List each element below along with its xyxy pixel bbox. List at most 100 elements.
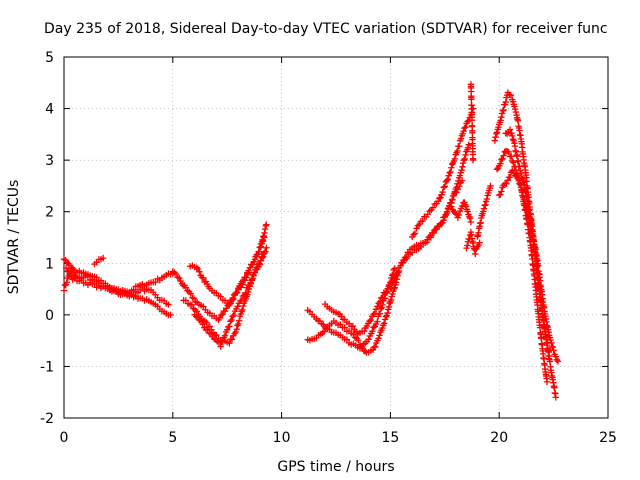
series-mid-d: [191, 249, 268, 350]
data-point: [493, 130, 500, 137]
x-tick-label: 25: [599, 430, 617, 446]
data-point: [248, 276, 256, 283]
series-early-c: [62, 264, 172, 308]
data-point: [493, 166, 501, 173]
data-point: [480, 205, 488, 212]
data-point: [506, 126, 514, 133]
data-point: [91, 280, 98, 288]
data-point: [376, 298, 384, 305]
data-point: [459, 177, 466, 184]
y-tick-label: -2: [40, 411, 54, 427]
data-point: [262, 248, 269, 255]
data-point: [251, 269, 258, 276]
data-point: [371, 343, 379, 350]
data-point: [379, 324, 386, 332]
data-point: [388, 284, 395, 291]
data-point: [256, 244, 264, 251]
data-point: [371, 310, 378, 317]
data-point: [505, 148, 512, 156]
data-point: [130, 292, 137, 299]
y-axis-label: SDTVAR / TECUs: [6, 180, 22, 295]
data-point: [444, 176, 452, 183]
data-point: [547, 336, 554, 344]
data-point: [391, 275, 398, 282]
data-point: [448, 164, 455, 171]
data-point: [450, 192, 457, 200]
data-point: [487, 182, 494, 190]
chart-title: Day 235 of 2018, Sidereal Day-to-day VTE…: [44, 21, 608, 37]
data-point: [503, 180, 510, 187]
data-point: [226, 323, 233, 330]
data-point: [381, 316, 389, 323]
data-point: [506, 173, 514, 181]
data-point: [467, 218, 475, 226]
data-point: [219, 338, 227, 346]
data-point: [439, 188, 446, 196]
x-tick-label: 10: [273, 430, 291, 446]
data-point: [217, 343, 224, 350]
data-point: [366, 317, 373, 325]
y-tick-label: 1: [45, 256, 54, 272]
data-point: [370, 324, 377, 331]
data-point: [543, 378, 551, 386]
data-point: [497, 160, 504, 167]
data-point: [509, 132, 516, 140]
data-point: [228, 296, 236, 304]
data-point: [472, 250, 479, 258]
data-point: [497, 191, 504, 198]
data-point: [63, 259, 71, 266]
y-tick-label: 3: [45, 153, 54, 169]
data-point: [427, 234, 435, 241]
data-point: [455, 211, 463, 219]
data-point: [260, 249, 268, 257]
data-point: [375, 335, 382, 342]
data-point: [227, 300, 234, 307]
data-point: [457, 135, 465, 143]
data-point: [387, 296, 395, 304]
data-point: [464, 144, 472, 151]
data-point: [247, 279, 254, 286]
data-point: [454, 147, 461, 155]
data-point: [390, 266, 398, 274]
data-point: [176, 274, 183, 282]
data-point: [500, 152, 507, 159]
data-point: [417, 243, 425, 251]
data-point: [452, 209, 459, 217]
series-storm-b: [398, 177, 466, 267]
data-point: [60, 287, 68, 294]
data-point: [440, 184, 447, 191]
data-point: [99, 254, 107, 262]
data-point: [500, 106, 507, 114]
data-point: [386, 299, 393, 307]
series-peak-d: [502, 126, 553, 360]
data-point: [498, 156, 505, 163]
data-point: [376, 332, 383, 339]
data-point: [206, 323, 213, 330]
data-point: [498, 113, 505, 121]
series-storm-g: [463, 228, 483, 258]
y-tick-label: -1: [40, 359, 54, 375]
data-point: [509, 136, 517, 143]
data-point: [459, 159, 467, 167]
data-point: [242, 289, 249, 297]
data-point: [367, 316, 375, 324]
data-point: [551, 384, 558, 391]
data-point: [217, 311, 225, 319]
data-point: [442, 211, 450, 219]
data-point: [356, 341, 364, 348]
data-point: [361, 348, 369, 355]
data-point: [443, 208, 451, 215]
series-storm-d: [448, 199, 475, 226]
data-point: [241, 277, 249, 284]
data-point: [228, 336, 236, 343]
data-point: [228, 316, 235, 324]
data-point: [247, 264, 254, 272]
data-point: [139, 284, 146, 292]
data-point: [549, 343, 557, 351]
data-point: [416, 221, 423, 228]
x-axis-label: GPS time / hours: [277, 459, 394, 475]
data-point: [502, 98, 509, 106]
data-point: [370, 311, 377, 318]
data-point: [466, 215, 474, 222]
data-point: [461, 155, 468, 163]
